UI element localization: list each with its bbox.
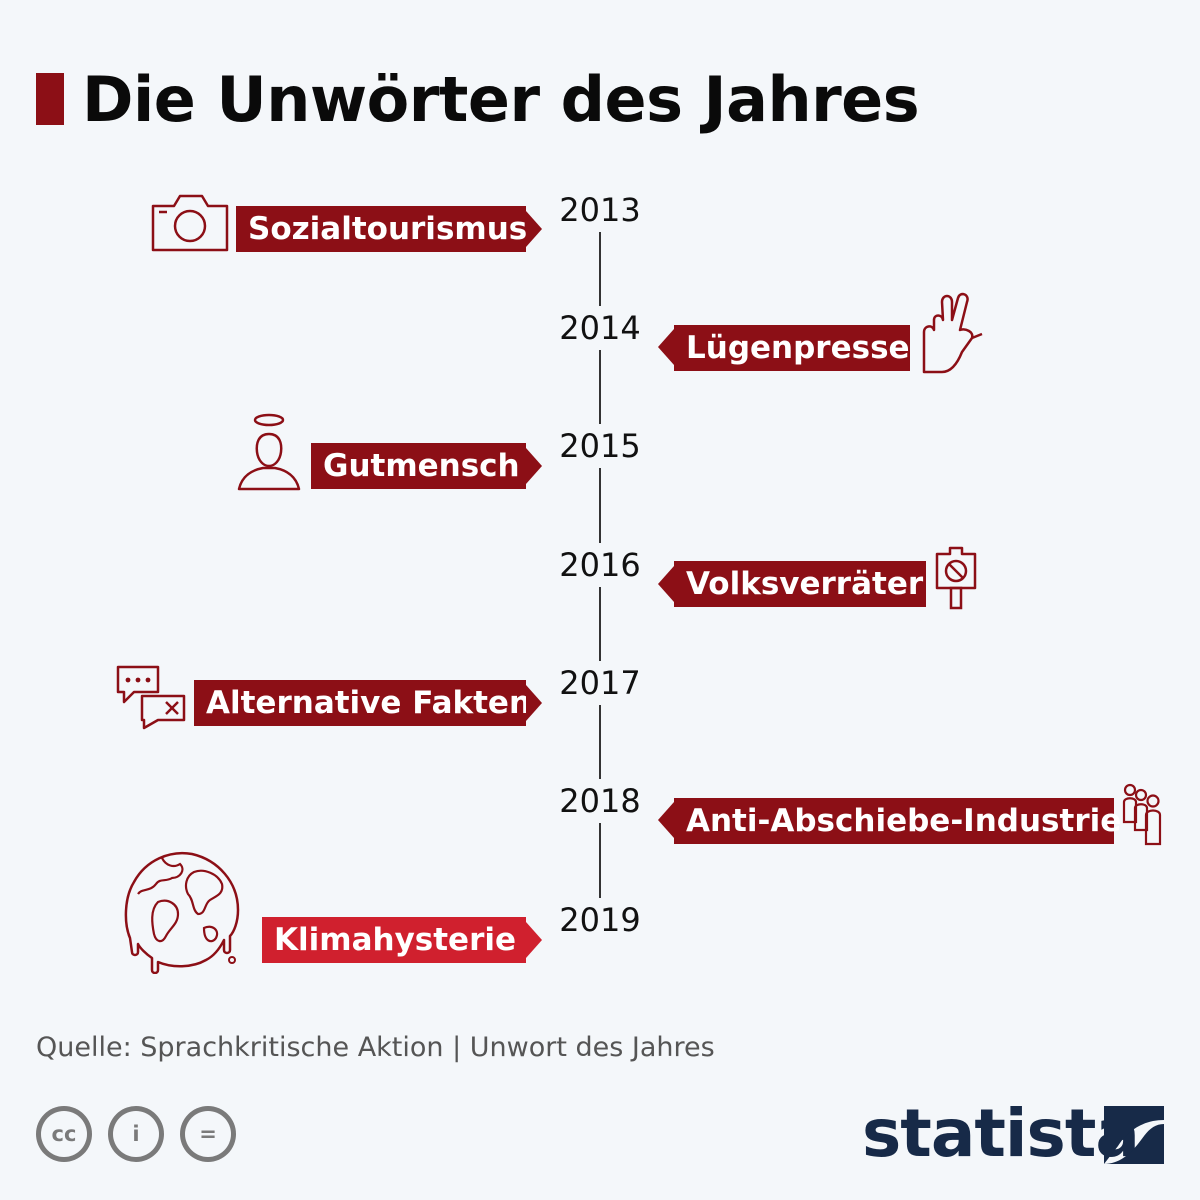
year-2013: 2013 <box>545 188 655 232</box>
cc-license-icon: cc <box>36 1106 92 1162</box>
speech-bubbles-icon <box>116 665 186 730</box>
year-2016: 2016 <box>545 543 655 587</box>
page-title: Die Unwörter des Jahres <box>82 63 920 136</box>
attribution-icon: i <box>108 1106 164 1162</box>
label-2015: Gutmensch <box>311 443 526 489</box>
flag-pointer <box>658 329 674 365</box>
camera-icon <box>151 194 229 252</box>
year-2019: 2019 <box>545 898 655 942</box>
title-accent-bar <box>36 73 64 125</box>
year-2017: 2017 <box>545 661 655 705</box>
label-2019: Klimahysterie <box>262 917 526 963</box>
label-2016: Volksverräter <box>674 561 926 607</box>
protest-sign-icon <box>935 546 977 610</box>
statista-logo-icon <box>1104 1106 1164 1164</box>
statista-logo-text: statista <box>862 1095 1140 1172</box>
flag-pointer <box>658 802 674 838</box>
flag-pointer <box>526 211 542 247</box>
label-2017: Alternative Fakten <box>194 680 531 726</box>
flag-pointer <box>526 685 542 721</box>
flag-pointer <box>526 448 542 484</box>
halo-person-icon <box>237 413 301 491</box>
label-2018: Anti-Abschiebe-Industrie <box>674 798 1121 844</box>
label-2013: Sozialtourismus <box>236 206 527 252</box>
label-2014: Lügenpresse <box>674 325 910 371</box>
flag-pointer <box>526 922 542 958</box>
melting-globe-icon <box>124 851 240 974</box>
year-2018: 2018 <box>545 779 655 823</box>
year-2015: 2015 <box>545 424 655 468</box>
year-2014: 2014 <box>545 306 655 350</box>
people-queue-icon <box>1122 783 1162 846</box>
crossed-fingers-icon <box>922 292 983 374</box>
no-derivatives-icon: = <box>180 1106 236 1162</box>
flag-pointer <box>658 566 674 602</box>
source-note: Quelle: Sprachkritische Aktion | Unwort … <box>36 1032 715 1063</box>
